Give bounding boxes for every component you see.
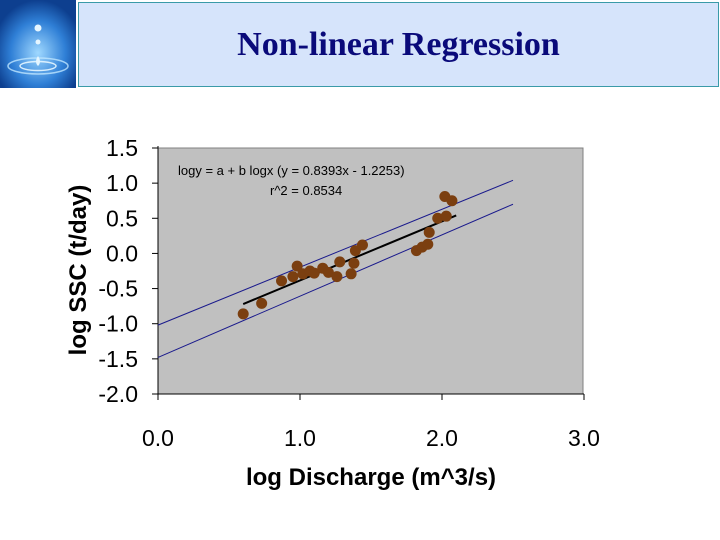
plot-area [157, 147, 584, 395]
data-point [287, 271, 299, 283]
data-point [446, 195, 458, 207]
y-tick-group: 1.5 1.0 0.5 0.0 -0.5 -1.0 -1.5 -2.0 [98, 135, 158, 407]
data-point [237, 308, 249, 320]
y-tick-label: 0.0 [106, 240, 138, 266]
data-point [423, 226, 435, 238]
y-tick-label: -1.0 [98, 311, 138, 337]
x-tick-label: 1.0 [284, 425, 316, 451]
x-tick-label: 2.0 [426, 425, 458, 451]
fit-annotation: logy = a + b logx (y = 0.8393x - 1.2253) [178, 163, 405, 178]
y-tick-label: -1.5 [98, 346, 138, 372]
y-axis-label: log SSC (t/day) [65, 185, 92, 356]
y-tick-label: -0.5 [98, 276, 138, 302]
data-point [322, 266, 334, 278]
fit-line [242, 214, 457, 305]
r-squared-annotation: r^2 = 0.8534 [270, 183, 342, 198]
y-tick-label: 0.5 [106, 205, 138, 231]
data-point [440, 210, 452, 222]
x-tick-group: 0.0 1.0 2.0 3.0 [142, 394, 600, 451]
data-point [331, 271, 343, 283]
title-box: Non-linear Regression [78, 2, 719, 87]
data-point [432, 212, 444, 224]
data-point [291, 260, 303, 272]
data-point [345, 268, 357, 280]
x-tick-label: 0.0 [142, 425, 174, 451]
x-axis-label: log Discharge (m^3/s) [246, 464, 496, 491]
x-tick-label: 3.0 [568, 425, 600, 451]
slide-title: Non-linear Regression [237, 25, 560, 63]
data-point [356, 239, 368, 251]
water-drop-icon [0, 0, 76, 88]
data-point [334, 256, 346, 268]
data-point [422, 238, 434, 250]
data-point [276, 275, 288, 287]
slide-header: Non-linear Regression [0, 0, 720, 88]
y-tick-label: -2.0 [98, 381, 138, 407]
y-tick-label: 1.5 [106, 135, 138, 161]
data-point [256, 297, 268, 309]
data-point [308, 267, 320, 279]
point-group [237, 190, 458, 320]
y-tick-label: 1.0 [106, 170, 138, 196]
data-point [348, 257, 360, 269]
